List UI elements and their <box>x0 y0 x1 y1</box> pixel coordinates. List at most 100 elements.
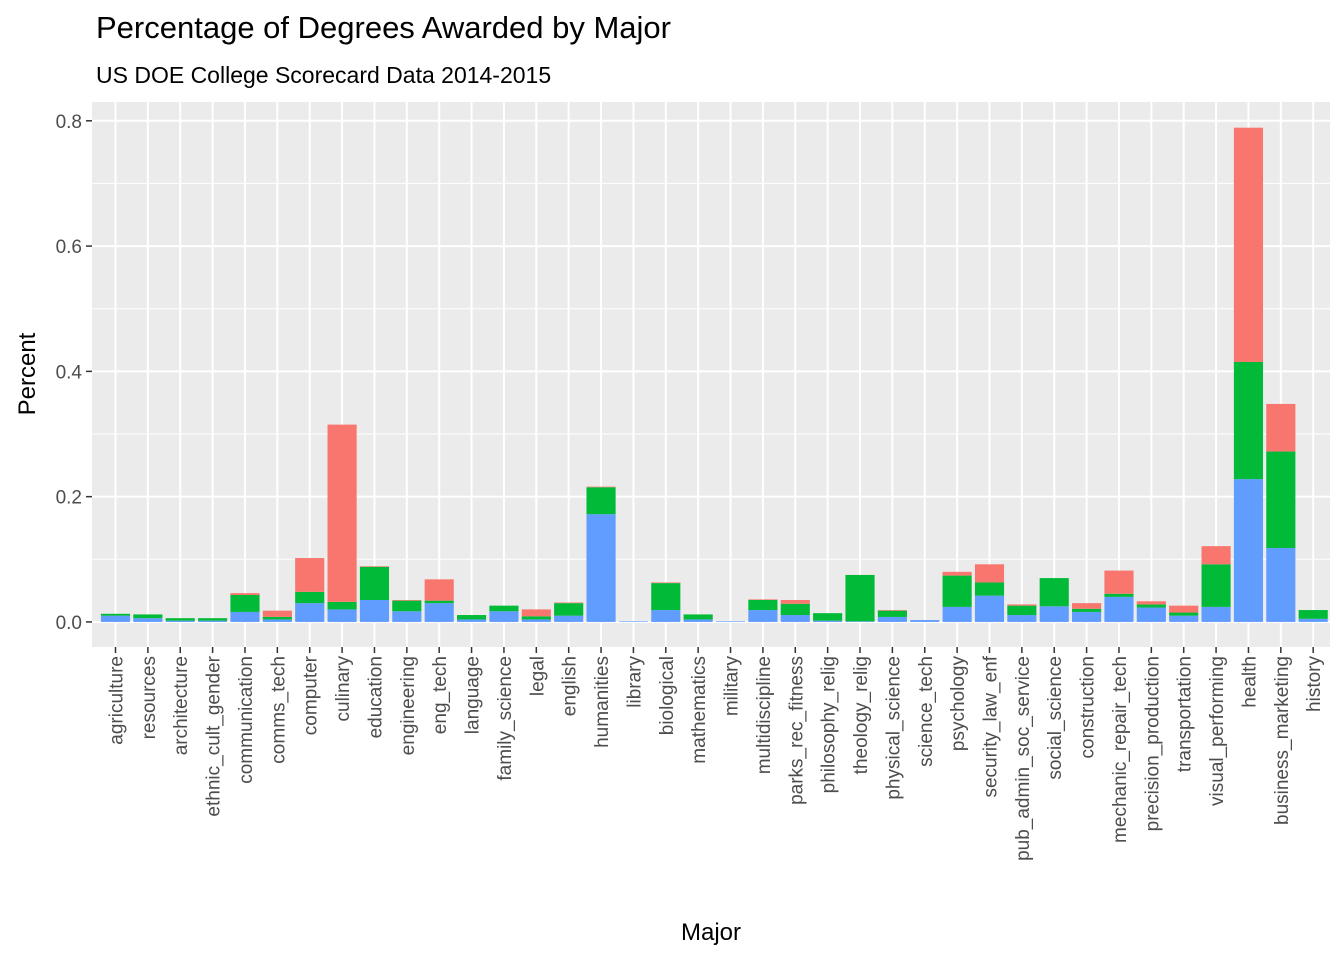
bar-segment <box>359 566 390 601</box>
bar-segment <box>974 582 1005 596</box>
y-tick-label: 0.2 <box>56 488 82 509</box>
bar-segment <box>780 600 810 604</box>
bar-segment <box>1233 127 1264 362</box>
x-tick-label: parks_rec_fitness <box>786 656 807 805</box>
y-tick-label: 0.8 <box>56 112 82 133</box>
bar-segment <box>748 600 778 611</box>
x-tick-label: physical_science <box>883 656 904 800</box>
bar-segment <box>1007 605 1037 616</box>
bar-segment <box>489 605 519 612</box>
bar-segment <box>813 613 843 621</box>
bars <box>100 127 1328 622</box>
plot-panel <box>92 102 1330 647</box>
x-tick-label: computer <box>301 655 322 735</box>
bar-segment <box>974 564 1005 583</box>
x-tick-label: english <box>560 656 581 716</box>
x-tick-label: theology_relig <box>851 656 872 774</box>
bar-segment <box>133 614 163 619</box>
bar-segment <box>230 611 260 622</box>
bar-segment <box>198 620 228 622</box>
bar-segment <box>586 486 616 488</box>
bar-segment <box>424 600 454 604</box>
bar-segment <box>1072 603 1102 609</box>
bar-segment <box>165 620 195 622</box>
x-tick-label: library <box>624 656 645 708</box>
x-axis: agriculture resources architecture ethnic_c… <box>107 647 1325 861</box>
bar-segment <box>489 611 519 622</box>
x-tick-label: engineering <box>398 656 419 755</box>
bar-segment <box>974 595 1005 622</box>
bar-segment <box>715 621 746 622</box>
y-axis-title: Percent <box>14 332 41 415</box>
bar-segment <box>198 618 228 621</box>
x-tick-label: culinary <box>333 656 354 722</box>
bar-segment <box>359 600 390 622</box>
x-tick-label: transportation <box>1175 656 1196 772</box>
bar-segment <box>910 620 940 622</box>
bar-segment <box>877 616 907 622</box>
chart-subtitle: US DOE College Scorecard Data 2014-2015 <box>96 62 552 88</box>
x-tick-label: language <box>463 656 484 734</box>
bar-segment <box>1104 593 1134 597</box>
bar-segment <box>1169 612 1199 616</box>
x-tick-label: eng_tech <box>430 656 451 734</box>
x-tick-label: business_marketing <box>1272 656 1293 825</box>
bar-segment <box>424 579 454 601</box>
bar-segment <box>748 599 778 601</box>
bar-segment <box>295 603 325 622</box>
bar-segment <box>1007 615 1037 622</box>
bar-segment <box>100 615 131 622</box>
bar-segment <box>1039 578 1069 607</box>
x-tick-label: science_tech <box>916 656 937 767</box>
bar-segment <box>1072 611 1102 622</box>
bar-segment <box>262 610 292 617</box>
x-axis-title: Major <box>681 919 741 946</box>
bar-segment <box>651 582 681 584</box>
x-tick-label: education <box>365 656 386 738</box>
x-tick-label: construction <box>1078 656 1099 758</box>
bar-segment <box>554 603 584 616</box>
bar-segment <box>327 601 357 610</box>
bar-segment <box>1201 564 1231 607</box>
bar-segment <box>1233 361 1264 480</box>
bar-segment <box>457 615 487 620</box>
bar-segment <box>1104 596 1134 622</box>
bar-segment <box>230 595 260 612</box>
x-tick-label: family_science <box>495 656 516 781</box>
x-tick-label: pub_admin_soc_service <box>1013 656 1034 861</box>
bar-segment <box>521 609 551 617</box>
bar-segment <box>262 619 292 622</box>
bar-segment <box>327 424 357 602</box>
bar-segment <box>618 621 648 622</box>
chart-title: Percentage of Degrees Awarded by Major <box>96 10 671 45</box>
bar-segment <box>359 566 390 567</box>
bar-segment <box>262 616 292 620</box>
bar-segment <box>1136 607 1166 622</box>
bar-segment <box>1072 608 1102 612</box>
y-tick-label: 0.4 <box>56 362 83 383</box>
bar-segment <box>586 487 616 515</box>
x-tick-label: health <box>1239 656 1260 708</box>
bar-segment <box>942 571 972 576</box>
bar-segment <box>1136 604 1166 608</box>
bar-segment <box>133 618 163 622</box>
bar-segment <box>845 621 875 622</box>
y-axis: 0.0 0.2 0.4 0.6 0.8 <box>56 112 92 634</box>
x-tick-label: mathematics <box>689 656 710 764</box>
bar-segment <box>877 610 907 611</box>
bar-segment <box>327 609 357 622</box>
bar-segment <box>1266 451 1296 549</box>
bar-segment <box>1298 618 1328 622</box>
bar-segment <box>1039 606 1069 622</box>
bar-segment <box>651 583 681 611</box>
x-tick-label: communication <box>236 656 257 784</box>
bar-segment <box>683 619 713 622</box>
bar-segment <box>942 606 972 622</box>
bar-segment <box>877 610 907 617</box>
x-tick-label: agriculture <box>107 656 128 745</box>
bar-segment <box>100 613 131 616</box>
bar-segment <box>165 618 195 621</box>
x-tick-label: humanities <box>592 656 613 748</box>
bar-segment <box>586 514 616 622</box>
bar-segment <box>942 575 972 607</box>
